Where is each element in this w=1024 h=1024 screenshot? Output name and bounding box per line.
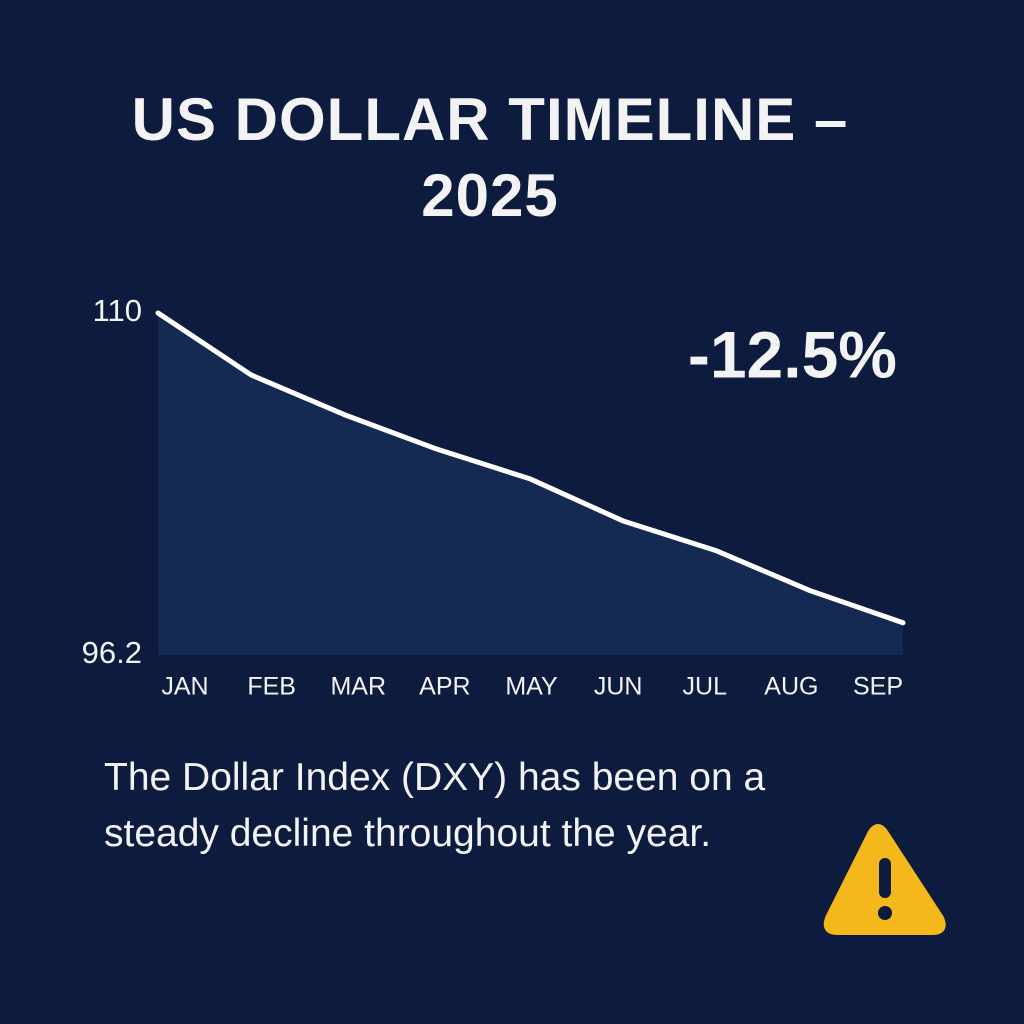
description: The Dollar Index (DXY) has been on a ste…: [104, 756, 766, 855]
x-tick-label: JUN: [594, 673, 643, 701]
x-tick-label: MAY: [505, 673, 558, 701]
x-tick-label: MAR: [330, 673, 386, 701]
x-tick-label: AUG: [764, 673, 818, 701]
x-tick-label: APR: [419, 673, 470, 701]
chart-title: US DOLLAR TIMELINE – 2025: [131, 86, 849, 229]
x-tick-label: JAN: [161, 673, 208, 701]
area-fill: [158, 313, 903, 655]
line: [155, 310, 906, 626]
y-tick-label: 96.2: [82, 635, 142, 670]
annotation: -12.5%: [688, 317, 897, 391]
x-tick-label: FEB: [247, 673, 296, 701]
x-tick-label: SEP: [853, 673, 903, 701]
y-tick-label: 110: [93, 293, 142, 328]
x-tick-label: JUL: [683, 673, 728, 701]
warning-icon: [823, 824, 946, 935]
